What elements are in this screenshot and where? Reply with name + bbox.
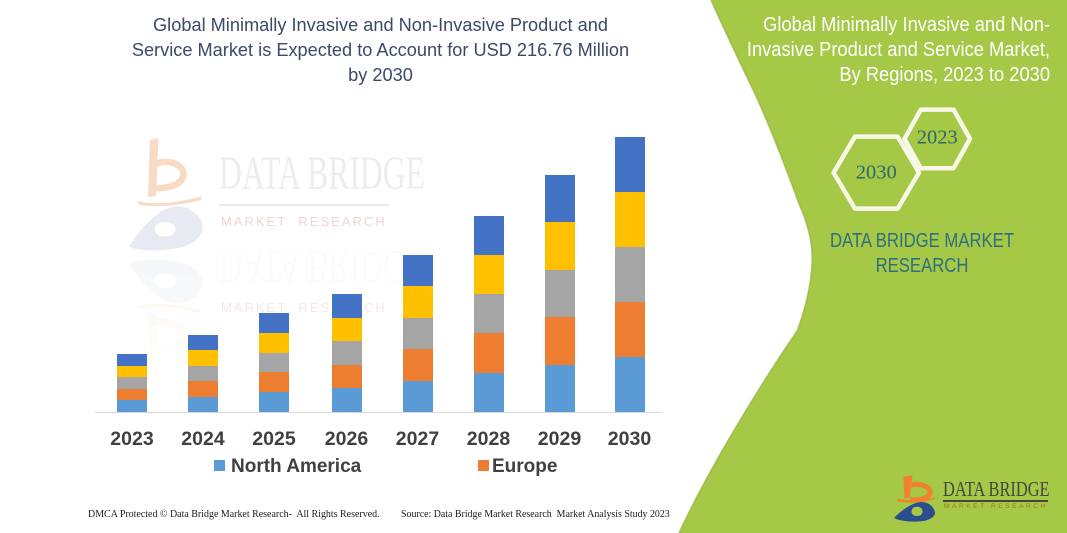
svg-text:2030: 2030 bbox=[856, 162, 897, 184]
svg-text:2023: 2023 bbox=[917, 127, 958, 149]
